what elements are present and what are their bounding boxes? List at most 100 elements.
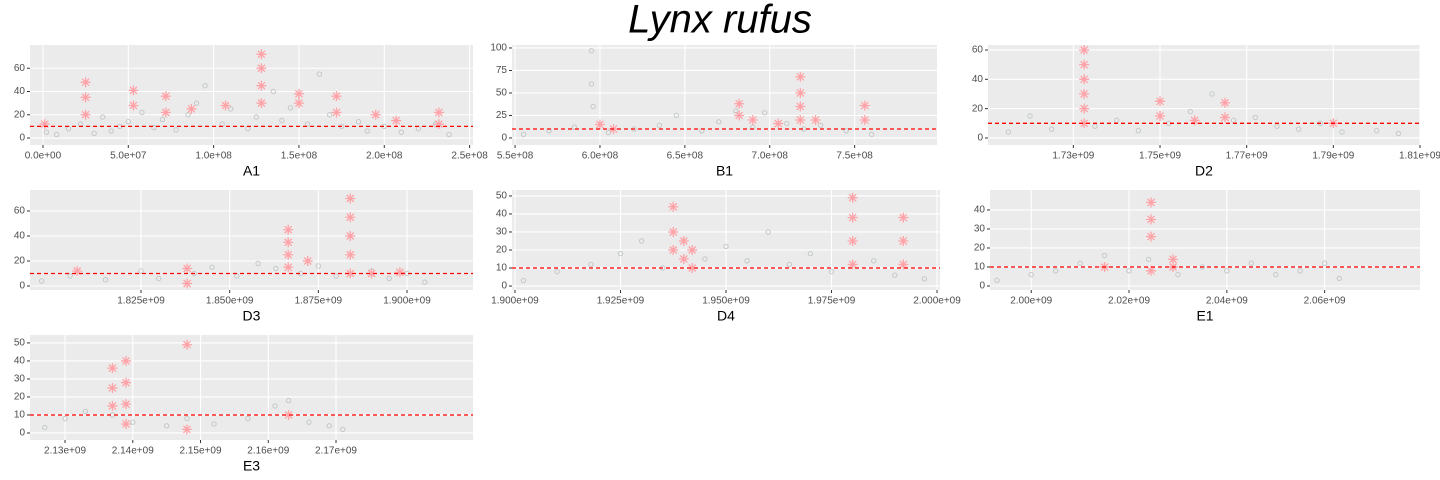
y-tick-label: 40 bbox=[972, 74, 984, 85]
significant-point bbox=[847, 235, 858, 246]
point bbox=[99, 114, 106, 120]
point bbox=[1295, 126, 1302, 132]
point bbox=[765, 229, 771, 235]
significant-point bbox=[120, 399, 131, 410]
x-tick-label: 1.900e+09 bbox=[491, 296, 539, 307]
panel: 0 10 20 30 40 50 2.13e+09 2.14e+09 2.15e+09 2.16e… bbox=[14, 335, 473, 474]
x-tick-label: 6.0e+08 bbox=[582, 151, 619, 162]
point bbox=[1339, 129, 1345, 135]
significant-point bbox=[256, 49, 267, 60]
point bbox=[617, 250, 624, 257]
point bbox=[108, 128, 114, 134]
point bbox=[287, 105, 294, 111]
point bbox=[159, 116, 166, 123]
point bbox=[892, 272, 898, 278]
point bbox=[364, 128, 370, 134]
point bbox=[91, 130, 97, 137]
y-tick-label: 0 bbox=[19, 133, 25, 144]
significant-point bbox=[283, 249, 294, 260]
significant-point bbox=[1079, 103, 1090, 114]
point bbox=[1336, 275, 1343, 282]
point bbox=[871, 258, 877, 264]
significant-point bbox=[1189, 115, 1200, 126]
point bbox=[1135, 127, 1142, 134]
significant-point bbox=[256, 98, 267, 109]
point bbox=[828, 268, 835, 275]
x-tick-label: 2.14e+09 bbox=[112, 446, 154, 457]
point bbox=[843, 128, 849, 134]
point bbox=[39, 278, 45, 284]
y-tick-label: 0 bbox=[19, 281, 25, 292]
significant-point bbox=[678, 235, 689, 246]
significant-point bbox=[898, 259, 909, 270]
point bbox=[355, 119, 362, 125]
x-tick-label: 1.75e+09 bbox=[1139, 151, 1181, 162]
x-tick-label: 5.0e+07 bbox=[110, 151, 147, 162]
point bbox=[1395, 130, 1402, 137]
point bbox=[673, 112, 680, 119]
significant-point bbox=[107, 382, 118, 393]
significant-point bbox=[283, 262, 294, 273]
x-axis-label: E3 bbox=[243, 458, 260, 474]
significant-point bbox=[1220, 97, 1231, 108]
y-tick-label: 100 bbox=[490, 43, 507, 54]
point bbox=[211, 421, 217, 427]
significant-point bbox=[1079, 59, 1090, 70]
x-tick-label: 2.0e+08 bbox=[366, 151, 403, 162]
significant-point bbox=[370, 109, 381, 120]
point bbox=[1027, 113, 1033, 119]
significant-point bbox=[80, 77, 91, 88]
point bbox=[590, 103, 596, 110]
point bbox=[761, 110, 768, 116]
point bbox=[285, 397, 292, 404]
x-tick-label: 1.825e+09 bbox=[117, 296, 165, 307]
y-tick-label: 10 bbox=[14, 410, 26, 421]
panel: 0 20 40 60 1.825e+09 1.850e+09 1.875e+09 1.900e… bbox=[14, 190, 473, 324]
point bbox=[67, 273, 73, 279]
y-tick-label: 0 bbox=[501, 281, 507, 292]
significant-point bbox=[80, 109, 91, 120]
significant-point bbox=[810, 114, 821, 125]
point bbox=[702, 256, 708, 262]
point bbox=[1252, 114, 1259, 121]
point bbox=[184, 415, 190, 422]
y-tick-label: 30 bbox=[496, 227, 508, 238]
point bbox=[1274, 123, 1280, 129]
significant-point bbox=[391, 115, 402, 126]
y-tick-label: 20 bbox=[972, 103, 984, 114]
significant-point bbox=[345, 193, 356, 204]
x-tick-label: 1.850e+09 bbox=[206, 296, 254, 307]
y-tick-label: 25 bbox=[496, 110, 508, 121]
point bbox=[306, 419, 312, 425]
point bbox=[1126, 268, 1132, 274]
significant-point bbox=[433, 107, 444, 118]
points bbox=[39, 49, 452, 138]
significant-point bbox=[1155, 96, 1166, 107]
points bbox=[1005, 45, 1402, 137]
significant-point bbox=[302, 256, 313, 266]
point bbox=[279, 117, 285, 124]
point bbox=[156, 275, 162, 282]
point bbox=[316, 71, 323, 77]
significant-point bbox=[345, 231, 356, 241]
significant-point bbox=[859, 100, 870, 111]
point bbox=[786, 261, 793, 268]
y-tick-label: 20 bbox=[14, 109, 26, 120]
point bbox=[554, 268, 560, 275]
y-tick-label: 0 bbox=[501, 133, 507, 144]
significant-point bbox=[181, 339, 192, 350]
x-tick-label: 2.13e+09 bbox=[44, 446, 86, 457]
x-tick-label: 7.0e+08 bbox=[752, 151, 789, 162]
y-tick-label: 40 bbox=[14, 231, 26, 242]
significant-point bbox=[120, 355, 131, 366]
significant-point bbox=[847, 259, 858, 270]
point bbox=[151, 124, 157, 131]
point bbox=[1077, 260, 1083, 266]
point bbox=[1175, 271, 1181, 278]
significant-point bbox=[345, 212, 356, 223]
significant-point bbox=[293, 98, 304, 109]
x-tick-label: 6.5e+08 bbox=[667, 151, 704, 162]
point bbox=[422, 279, 428, 285]
y-tick-label: 0 bbox=[19, 428, 25, 439]
point bbox=[173, 127, 179, 133]
